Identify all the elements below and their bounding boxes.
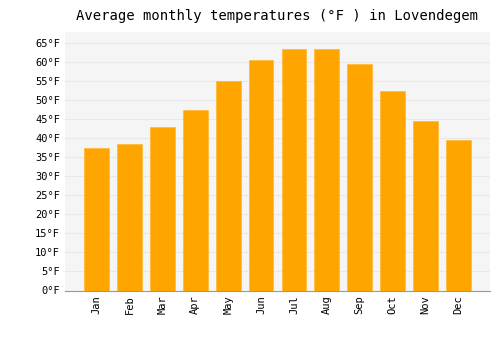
Bar [150, 127, 174, 290]
Bar [248, 60, 274, 290]
Title: Average monthly temperatures (°F ) in Lovendegem: Average monthly temperatures (°F ) in Lo… [76, 9, 478, 23]
Bar [446, 140, 470, 290]
Bar [282, 49, 306, 290]
Bar [117, 144, 142, 290]
Bar [413, 121, 438, 290]
Bar [84, 148, 109, 290]
Bar [314, 49, 339, 290]
Bar [348, 64, 372, 290]
Bar [380, 91, 405, 290]
Bar [216, 81, 240, 290]
Bar [183, 110, 208, 290]
